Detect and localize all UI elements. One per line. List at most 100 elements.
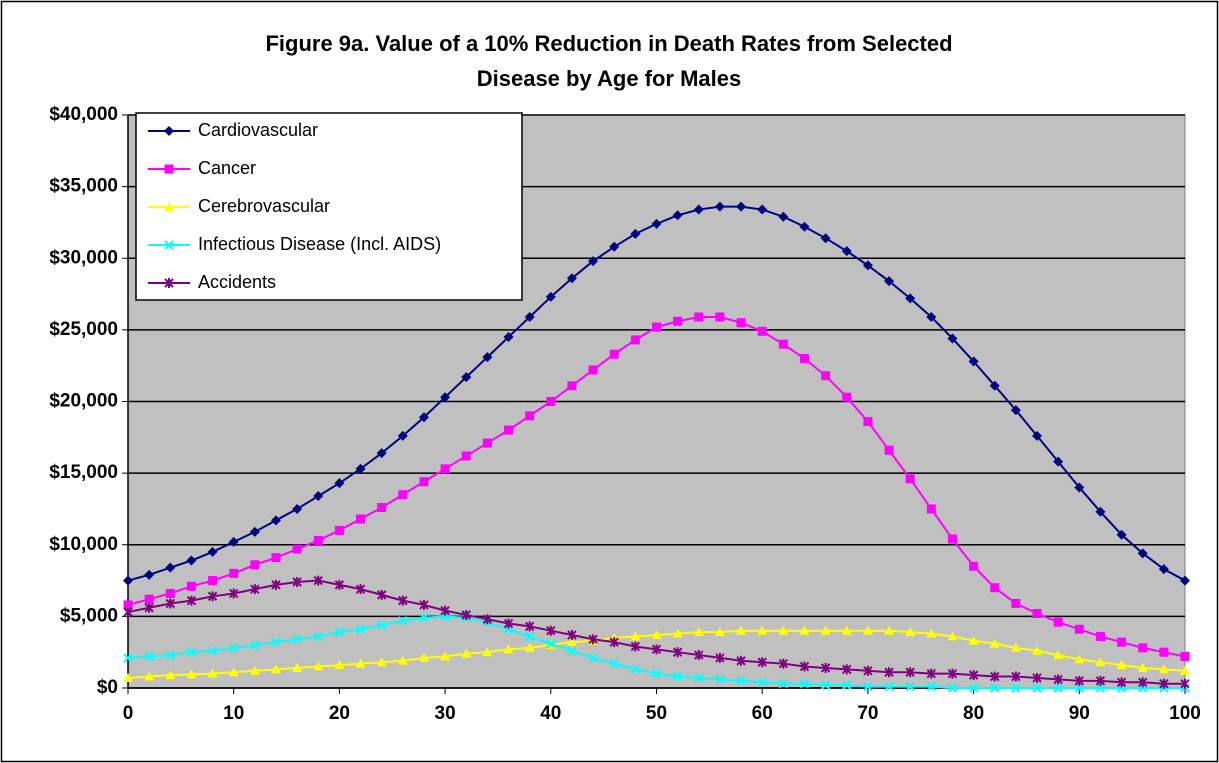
- data-point: [503, 332, 514, 343]
- data-point: [292, 544, 302, 554]
- data-point: [862, 260, 873, 271]
- data-point: [440, 392, 451, 403]
- data-point: [207, 591, 218, 602]
- data-point: [863, 681, 873, 692]
- data-point: [1117, 637, 1127, 647]
- data-point: [990, 671, 1000, 682]
- data-point: [884, 445, 894, 455]
- x-tick-label: 90: [1069, 703, 1090, 724]
- y-tick-label: $25,000: [49, 319, 118, 340]
- chart-title: Figure 9a. Value of a 10% Reduction in D…: [265, 31, 952, 91]
- data-point: [292, 662, 303, 672]
- data-point: [440, 464, 450, 474]
- data-point: [757, 625, 768, 635]
- data-point: [292, 503, 303, 514]
- data-point: [1137, 662, 1148, 672]
- data-point: [588, 653, 598, 663]
- legend-marker: [164, 202, 174, 211]
- legend-label: Infectious Disease (Incl. AIDS): [198, 234, 441, 254]
- data-point: [313, 535, 323, 545]
- data-point: [1180, 575, 1190, 586]
- y-tick-label: $10,000: [49, 534, 118, 555]
- data-point: [799, 661, 810, 672]
- data-point: [1010, 405, 1021, 416]
- data-point: [694, 673, 704, 683]
- legend: Cardiovascular Cancer Cerebrovascular Infec…: [135, 112, 523, 301]
- data-point: [123, 653, 133, 663]
- data-point: [651, 218, 662, 229]
- y-tick-label: $20,000: [49, 391, 118, 412]
- data-point: [418, 652, 429, 662]
- x-tick-label: 30: [435, 703, 456, 724]
- data-point: [1138, 677, 1148, 688]
- data-point: [566, 637, 577, 647]
- data-point: [672, 628, 683, 638]
- data-point: [757, 657, 767, 668]
- data-point: [884, 276, 895, 287]
- data-point: [947, 534, 957, 544]
- data-point: [229, 568, 239, 578]
- data-point: [715, 652, 725, 663]
- data-point: [842, 392, 852, 402]
- y-tick-label: $0: [97, 677, 118, 698]
- data-point: [630, 335, 640, 345]
- data-point: [968, 635, 979, 645]
- x-tick-label: 10: [223, 703, 244, 724]
- data-point: [672, 671, 683, 682]
- data-point: [1159, 647, 1169, 657]
- data-point: [694, 650, 704, 661]
- data-point: [693, 627, 704, 637]
- legend-marker: [164, 278, 174, 288]
- y-tick-label: $35,000: [49, 176, 118, 197]
- data-point: [249, 526, 260, 537]
- data-point: [482, 352, 493, 363]
- data-point: [123, 607, 133, 618]
- x-tick-label: 70: [857, 703, 878, 724]
- data-point: [482, 647, 493, 657]
- data-point: [503, 618, 514, 629]
- data-point: [525, 411, 535, 421]
- data-point: [461, 372, 472, 383]
- data-point: [165, 670, 176, 680]
- data-point: [1116, 529, 1127, 540]
- data-point: [863, 417, 873, 427]
- data-point: [504, 425, 514, 435]
- y-tick-label: $15,000: [49, 462, 118, 483]
- data-point: [566, 273, 577, 284]
- data-point: [990, 583, 1000, 593]
- x-tick-label: 20: [329, 703, 350, 724]
- data-point: [884, 667, 894, 678]
- data-point: [1158, 664, 1169, 674]
- data-point: [905, 627, 916, 637]
- data-point: [546, 397, 556, 406]
- data-point: [313, 661, 324, 671]
- data-point: [905, 293, 916, 304]
- data-point: [1095, 683, 1106, 693]
- data-point: [334, 478, 345, 489]
- data-point: [672, 647, 683, 658]
- data-point: [461, 451, 471, 461]
- data-point: [228, 536, 239, 547]
- data-point: [820, 680, 831, 690]
- data-point: [397, 430, 408, 441]
- data-point: [398, 615, 408, 626]
- data-point: [271, 579, 281, 590]
- data-point: [1159, 678, 1169, 689]
- data-point: [947, 668, 958, 679]
- data-point: [144, 651, 154, 662]
- data-point: [968, 683, 979, 693]
- data-point: [757, 326, 767, 336]
- data-point: [820, 625, 831, 635]
- data-point: [905, 474, 915, 484]
- data-point: [820, 233, 831, 244]
- data-point: [377, 503, 387, 513]
- data-point: [841, 625, 852, 635]
- data-point: [228, 667, 239, 677]
- data-point: [926, 668, 937, 679]
- data-point: [271, 637, 281, 647]
- data-point: [165, 598, 175, 609]
- data-point: [1011, 683, 1021, 693]
- data-point: [292, 576, 302, 587]
- data-point: [270, 515, 281, 526]
